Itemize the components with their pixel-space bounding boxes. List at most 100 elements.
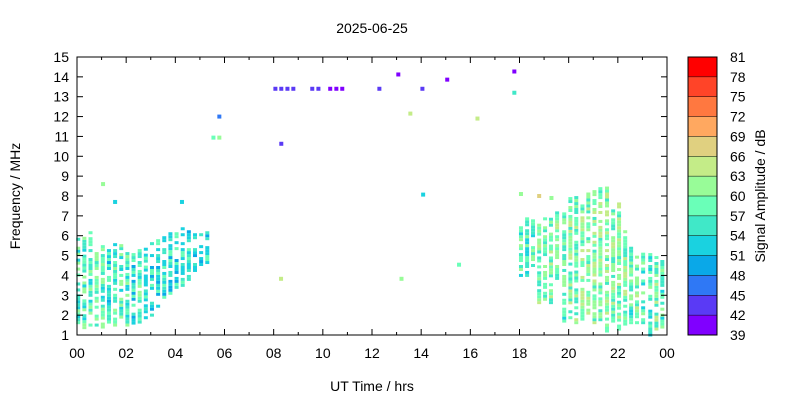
data-point xyxy=(518,192,523,197)
data-point xyxy=(611,316,616,320)
data-point xyxy=(592,273,597,277)
data-point xyxy=(174,270,179,274)
data-point xyxy=(654,294,659,298)
data-point xyxy=(629,249,634,253)
data-point xyxy=(518,259,523,263)
x-tick-label: 14 xyxy=(413,345,429,361)
data-point xyxy=(131,264,136,268)
data-point xyxy=(113,269,118,273)
data-point xyxy=(660,325,665,329)
y-tick-label: 7 xyxy=(61,208,69,224)
data-point xyxy=(88,278,93,282)
data-point xyxy=(113,252,118,256)
data-point xyxy=(598,258,603,262)
data-point xyxy=(131,285,136,289)
data-point xyxy=(605,299,610,303)
data-point xyxy=(568,223,573,227)
colorbar-bin xyxy=(688,315,717,335)
data-point xyxy=(82,263,87,267)
data-point xyxy=(568,256,573,260)
data-point xyxy=(199,263,204,267)
data-point xyxy=(94,258,99,262)
data-point xyxy=(623,283,628,287)
data-point xyxy=(125,255,130,259)
data-point xyxy=(562,230,567,234)
data-point xyxy=(88,249,93,253)
data-point xyxy=(598,219,603,223)
data-point xyxy=(125,317,130,321)
data-point xyxy=(660,289,665,293)
data-point xyxy=(586,228,591,232)
data-point xyxy=(180,251,185,255)
data-point xyxy=(586,240,591,244)
data-point xyxy=(586,237,591,241)
data-point xyxy=(518,256,523,260)
data-point xyxy=(592,231,597,235)
data-point xyxy=(137,320,142,324)
data-point xyxy=(94,314,99,318)
data-point xyxy=(568,289,573,293)
colorbar-tick-label: 57 xyxy=(730,208,746,224)
colorbar-bin xyxy=(688,235,717,256)
data-point xyxy=(635,291,640,295)
data-point xyxy=(574,246,579,250)
data-point xyxy=(592,288,597,292)
data-point xyxy=(525,250,530,254)
data-point xyxy=(611,254,616,258)
data-point xyxy=(648,256,653,260)
data-point xyxy=(605,231,610,235)
data-point xyxy=(143,265,148,269)
data-point xyxy=(106,284,111,288)
data-point xyxy=(629,318,634,322)
data-point xyxy=(82,284,87,288)
data-point xyxy=(162,260,167,264)
data-point xyxy=(586,195,591,199)
data-point xyxy=(555,273,560,277)
colorbar-bin xyxy=(688,57,717,77)
data-point xyxy=(100,298,105,302)
data-point xyxy=(131,256,136,260)
data-point xyxy=(623,319,628,323)
data-point xyxy=(88,302,93,306)
data-point xyxy=(654,318,659,322)
data-point xyxy=(149,313,154,317)
data-point xyxy=(648,312,653,316)
data-point xyxy=(82,308,87,312)
data-point xyxy=(211,135,216,140)
data-point xyxy=(143,283,148,287)
data-point xyxy=(174,285,179,289)
data-point xyxy=(94,252,99,256)
data-point xyxy=(548,265,553,269)
data-point xyxy=(100,295,105,299)
data-point xyxy=(137,275,142,279)
data-point xyxy=(106,264,111,267)
data-point xyxy=(162,236,167,240)
data-point xyxy=(605,269,610,273)
data-point xyxy=(518,264,523,268)
data-point xyxy=(180,271,185,275)
data-point xyxy=(174,262,179,266)
y-tick-label: 2 xyxy=(61,307,69,323)
data-point xyxy=(641,312,646,316)
data-point xyxy=(592,318,597,322)
data-point xyxy=(186,233,191,237)
data-point xyxy=(568,262,573,266)
data-point xyxy=(580,258,585,262)
data-point xyxy=(568,301,573,305)
data-point xyxy=(88,240,93,244)
data-point xyxy=(162,286,167,290)
data-point xyxy=(168,270,173,274)
data-point xyxy=(555,220,560,224)
data-point xyxy=(291,86,296,91)
data-point xyxy=(82,266,87,270)
data-point xyxy=(654,315,659,319)
colorbar-tick-label: 54 xyxy=(730,228,746,244)
data-point xyxy=(125,284,130,288)
data-point xyxy=(562,277,567,281)
data-point xyxy=(568,271,573,275)
data-point xyxy=(598,273,603,277)
data-point xyxy=(162,263,167,267)
data-point xyxy=(76,261,81,265)
y-tick-label: 5 xyxy=(61,248,69,264)
data-point xyxy=(543,250,548,254)
